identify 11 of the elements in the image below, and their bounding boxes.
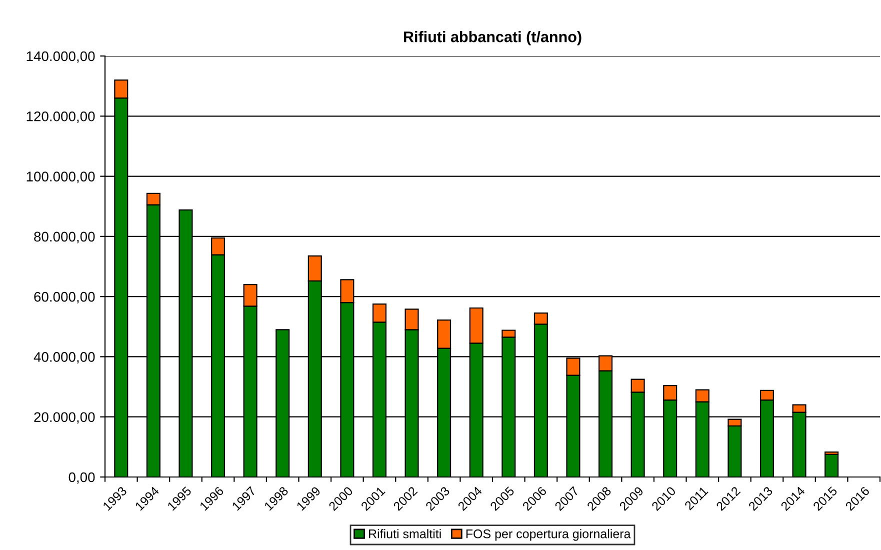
legend-label: FOS per copertura giornaliera bbox=[466, 529, 631, 541]
y-tick-label: 120.000,00 bbox=[26, 111, 95, 123]
y-tick-label: 0,00 bbox=[68, 472, 95, 484]
y-tick-label: 80.000,00 bbox=[34, 232, 95, 244]
y-tick-label: 20.000,00 bbox=[34, 412, 95, 424]
y-tick-label: 140.000,00 bbox=[26, 51, 95, 63]
chart-title: Rifiuti abbancati (t/anno) bbox=[404, 31, 582, 46]
y-tick-label: 60.000,00 bbox=[34, 292, 95, 304]
y-tick-label: 100.000,00 bbox=[26, 172, 95, 184]
y-tick-label: 40.000,00 bbox=[34, 352, 95, 364]
legend-label: Rifiuti smaltiti bbox=[369, 529, 441, 538]
